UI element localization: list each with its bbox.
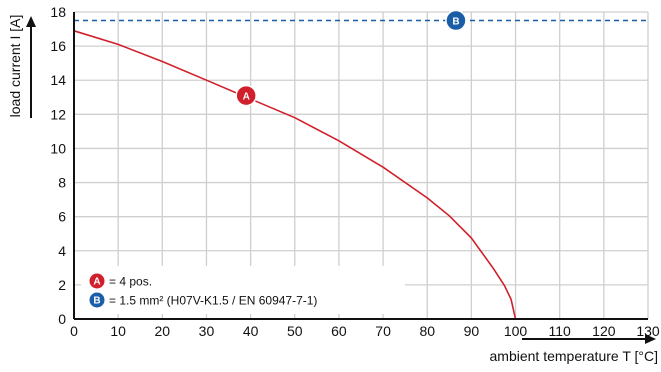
x-tick-label: 20 bbox=[155, 323, 171, 339]
y-tick-label: 0 bbox=[58, 311, 66, 327]
legend-marker-b bbox=[88, 291, 106, 309]
x-tick-label: 130 bbox=[636, 323, 660, 339]
x-tick-label: 90 bbox=[464, 323, 480, 339]
tick-labels: 0 10 20 30 40 50 60 70 80 90 100 110 120 130 0 2 4 6 8 10 12… bbox=[50, 4, 659, 339]
legend: A = 4 pos. B = 1.5 mm² (H07V-K1.5 / EN 6094… bbox=[81, 266, 405, 314]
y-tick-label: 2 bbox=[58, 277, 66, 293]
legend-text: = 1.5 mm² (H07V-K1.5 / EN 60947-7-1) bbox=[109, 294, 317, 308]
curve-marker-b bbox=[445, 9, 467, 32]
curve-marker-a bbox=[235, 84, 257, 107]
y-tick-label: 8 bbox=[58, 175, 66, 191]
y-tick-label: 18 bbox=[50, 4, 66, 20]
y-tick-label: 4 bbox=[58, 243, 66, 259]
x-tick-label: 30 bbox=[199, 323, 215, 339]
legend-marker-label: A bbox=[93, 277, 100, 288]
curve-marker-label: A bbox=[243, 92, 250, 103]
x-tick-label: 40 bbox=[243, 323, 259, 339]
legend-marker-a bbox=[88, 272, 106, 290]
y-tick-label: 12 bbox=[50, 106, 66, 122]
x-tick-label: 110 bbox=[549, 323, 572, 339]
y-tick-label: 10 bbox=[50, 140, 66, 156]
x-tick-label: 120 bbox=[592, 323, 616, 339]
y-tick-label: 14 bbox=[50, 72, 66, 88]
x-tick-label: 0 bbox=[70, 323, 78, 339]
x-tick-label: 50 bbox=[287, 323, 303, 339]
curve-marker-label: B bbox=[452, 17, 459, 28]
series-line-a bbox=[73, 30, 517, 320]
y-axis-arrow-head bbox=[26, 16, 36, 27]
legend-text: = 4 pos. bbox=[109, 275, 152, 289]
series-layer bbox=[73, 19, 648, 320]
y-tick-label: 16 bbox=[50, 38, 66, 54]
x-axis-label: ambient temperature T [°C] bbox=[490, 348, 659, 364]
axes bbox=[26, 12, 656, 344]
x-axis-arrow-head bbox=[645, 334, 656, 344]
y-axis-label: load current I [A] bbox=[7, 15, 23, 118]
x-tick-label: 70 bbox=[375, 323, 391, 339]
x-tick-label: 60 bbox=[331, 323, 347, 339]
x-tick-label: 10 bbox=[110, 323, 126, 339]
legend-box bbox=[81, 266, 405, 314]
x-tick-label: 100 bbox=[504, 323, 528, 339]
y-tick-label: 6 bbox=[58, 209, 66, 225]
marker-layer: AB bbox=[235, 9, 467, 107]
legend-marker-label: B bbox=[93, 296, 100, 307]
x-tick-label: 80 bbox=[419, 323, 435, 339]
